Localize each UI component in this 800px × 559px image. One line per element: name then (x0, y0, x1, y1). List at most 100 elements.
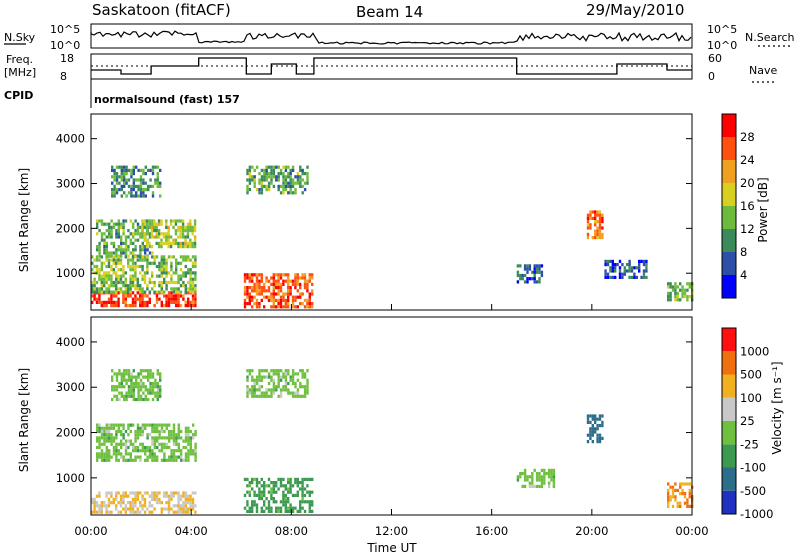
echo-cell (267, 506, 271, 510)
echo-cell (163, 494, 166, 498)
echo-cell (253, 503, 256, 507)
echo-cell (172, 219, 175, 223)
echo-cell (170, 291, 173, 295)
echo-cell (165, 304, 168, 308)
nave-tick-bottom: 0 (708, 70, 715, 83)
echo-cell (311, 503, 314, 507)
echo-cell (182, 439, 185, 443)
echo-cell (251, 298, 254, 302)
echo-cell (189, 258, 192, 262)
echo-cell (614, 266, 617, 270)
echo-cell (117, 426, 120, 430)
echo-cell (145, 225, 149, 229)
echo-cell (93, 510, 96, 514)
echo-cell (243, 289, 247, 293)
echo-cell (289, 292, 292, 296)
echo-cell (194, 297, 197, 301)
echo-cell (679, 492, 682, 496)
echo-cell (156, 445, 159, 450)
echo-cell (163, 255, 166, 259)
echo-cell (123, 191, 126, 195)
echo-cell (533, 270, 536, 274)
echo-cell (167, 271, 171, 275)
echo-cell (172, 271, 175, 275)
echo-cell (287, 172, 290, 176)
echo-cell (258, 378, 261, 382)
echo-cell (535, 270, 539, 274)
echo-cell (308, 509, 311, 513)
echo-cell (531, 478, 534, 482)
echo-cell (137, 184, 140, 188)
echo-cell (246, 286, 249, 290)
echo-cell (118, 369, 121, 373)
echo-cell (596, 220, 599, 224)
echo-cell (191, 232, 194, 236)
echo-cell (596, 424, 599, 428)
echo-cell (124, 235, 128, 239)
echo-cell (267, 175, 271, 179)
echo-cell (151, 504, 154, 508)
echo-cell (552, 478, 556, 482)
echo-cell (105, 245, 108, 249)
echo-cell (95, 300, 99, 304)
echo-cell (591, 427, 594, 431)
echo-cell (535, 475, 539, 479)
echo-cell (112, 255, 115, 259)
echo-cell (153, 219, 156, 223)
echo-cell (139, 188, 143, 192)
echo-cell (91, 284, 94, 288)
echo-cell (127, 426, 130, 430)
echo-cell (148, 219, 151, 223)
echo-cell (151, 449, 154, 453)
echo-cell (243, 276, 247, 280)
echo-cell (248, 484, 251, 488)
echo-cell (287, 175, 290, 179)
echo-cell (108, 222, 111, 226)
echo-cell (591, 417, 594, 421)
echo-cell (165, 494, 168, 498)
echo-cell (105, 222, 108, 226)
echo-cell (606, 275, 610, 279)
echo-cell (287, 295, 290, 299)
echo-cell (589, 414, 592, 418)
echo-cell (189, 284, 192, 288)
echo-cell (117, 287, 120, 291)
echo-cell (100, 219, 104, 223)
echo-cell (110, 258, 113, 262)
echo-cell (108, 433, 111, 437)
echo-cell (144, 251, 147, 255)
echo-cell (146, 433, 149, 437)
echo-cell (158, 442, 161, 446)
echo-cell (100, 238, 104, 242)
echo-cell (163, 442, 166, 446)
echo-cell (186, 222, 190, 226)
echo-cell (294, 381, 297, 386)
echo-cell (156, 391, 159, 395)
echo-cell (112, 497, 115, 501)
echo-cell (129, 455, 132, 459)
echo-cell (146, 261, 149, 265)
echo-cell (308, 292, 311, 296)
echo-cell (110, 433, 113, 437)
echo-cell (147, 369, 150, 373)
echo-cell (296, 295, 299, 299)
echo-cell (127, 184, 131, 188)
echo-cell (272, 378, 276, 382)
echo-cell (277, 375, 280, 379)
echo-cell (110, 510, 113, 514)
echo-cell (123, 172, 126, 176)
echo-cell (145, 245, 149, 249)
echo-cell (253, 181, 256, 185)
echo-cell (591, 430, 594, 434)
echo-cell (163, 294, 166, 298)
echo-cell (177, 300, 180, 304)
echo-cell (157, 219, 161, 223)
echo-cell (137, 375, 140, 379)
echo-cell (122, 219, 125, 223)
echo-cell (277, 165, 280, 169)
echo-cell (160, 268, 163, 272)
echo-cell (159, 394, 162, 398)
echo-cell (181, 229, 185, 233)
echo-cell (192, 423, 195, 427)
echo-cell (601, 414, 604, 418)
